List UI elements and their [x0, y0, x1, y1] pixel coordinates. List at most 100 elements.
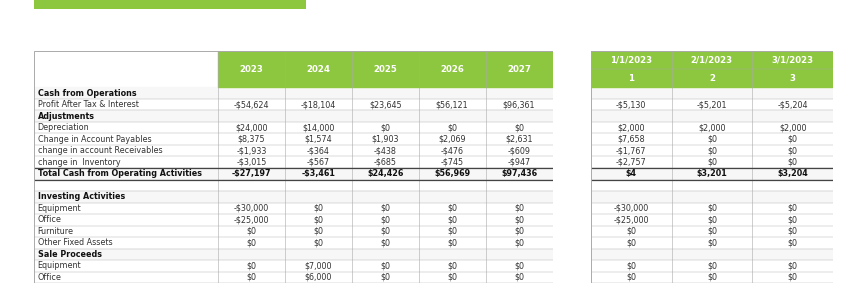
Text: -$438: -$438 [374, 146, 397, 155]
Text: $0: $0 [246, 273, 257, 282]
Bar [34, 88, 552, 99]
Text: $23,645: $23,645 [369, 100, 401, 109]
Text: $0: $0 [788, 261, 797, 270]
Bar [34, 156, 552, 168]
Bar [591, 226, 833, 237]
Bar [34, 191, 552, 202]
Text: $0: $0 [447, 204, 457, 213]
Text: -$1,933: -$1,933 [236, 146, 267, 155]
Text: $0: $0 [447, 215, 457, 224]
Text: -$54,624: -$54,624 [234, 100, 269, 109]
Text: -$25,000: -$25,000 [234, 215, 269, 224]
Text: 2024: 2024 [306, 65, 331, 74]
Text: $0: $0 [707, 146, 717, 155]
Text: Office: Office [37, 273, 61, 282]
Text: $0: $0 [788, 135, 797, 144]
Text: -$27,197: -$27,197 [232, 169, 271, 178]
Text: $2,000: $2,000 [617, 123, 645, 132]
Text: change in  Inventory: change in Inventory [37, 158, 120, 167]
Text: 2/1/2023: 2/1/2023 [691, 56, 733, 65]
Text: $0: $0 [380, 238, 390, 247]
Text: $2,000: $2,000 [698, 123, 726, 132]
Text: $0: $0 [380, 123, 390, 132]
Text: -$18,104: -$18,104 [301, 100, 336, 109]
Bar [591, 180, 833, 191]
Text: $0: $0 [514, 238, 524, 247]
Text: 3/1/2023: 3/1/2023 [772, 56, 813, 65]
Text: $0: $0 [380, 261, 390, 270]
Text: -$30,000: -$30,000 [614, 204, 649, 213]
Text: Cash from Operations: Cash from Operations [37, 89, 136, 98]
Text: $2,000: $2,000 [779, 123, 807, 132]
Text: $0: $0 [447, 238, 457, 247]
Text: $6,000: $6,000 [304, 273, 332, 282]
Text: -$5,130: -$5,130 [616, 100, 646, 109]
Text: $14,000: $14,000 [303, 123, 335, 132]
Text: $0: $0 [707, 158, 717, 167]
Text: $0: $0 [788, 146, 797, 155]
Text: Other Fixed Assets: Other Fixed Assets [37, 238, 112, 247]
Text: $0: $0 [788, 158, 797, 167]
Text: 2026: 2026 [440, 65, 464, 74]
Text: Office: Office [37, 215, 61, 224]
Bar [591, 145, 833, 156]
Bar [34, 214, 552, 226]
Text: Profit After Tax & Interest: Profit After Tax & Interest [37, 100, 139, 109]
Text: $4: $4 [626, 169, 637, 178]
Bar [34, 99, 552, 110]
Text: $0: $0 [246, 261, 257, 270]
Text: $3,201: $3,201 [696, 169, 728, 178]
Bar [34, 260, 552, 272]
Bar [591, 122, 833, 134]
Text: $24,000: $24,000 [235, 123, 268, 132]
Text: $0: $0 [514, 215, 524, 224]
Text: -$1,767: -$1,767 [616, 146, 646, 155]
Text: $0: $0 [246, 227, 257, 236]
Text: -$685: -$685 [374, 158, 397, 167]
Bar [34, 180, 552, 191]
Text: $0: $0 [788, 204, 797, 213]
Text: -$3,461: -$3,461 [302, 169, 336, 178]
Text: $0: $0 [447, 273, 457, 282]
Text: $0: $0 [626, 261, 636, 270]
Text: -$2,757: -$2,757 [615, 158, 647, 167]
Bar [34, 237, 552, 249]
Text: $0: $0 [314, 204, 323, 213]
Text: change in account Receivables: change in account Receivables [37, 146, 162, 155]
Text: -$5,204: -$5,204 [778, 100, 807, 109]
Text: $0: $0 [314, 238, 323, 247]
Text: 3: 3 [790, 74, 796, 83]
Text: $7,000: $7,000 [304, 261, 332, 270]
Bar [591, 99, 833, 110]
Text: 2: 2 [709, 74, 715, 83]
Text: $0: $0 [707, 135, 717, 144]
Text: $56,969: $56,969 [434, 169, 470, 178]
Bar [34, 226, 552, 237]
Text: $0: $0 [314, 227, 323, 236]
Bar [591, 272, 833, 283]
Text: $0: $0 [788, 215, 797, 224]
Text: 2025: 2025 [373, 65, 397, 74]
Text: $0: $0 [707, 204, 717, 213]
Text: $0: $0 [626, 227, 636, 236]
Bar [591, 237, 833, 249]
Text: $2,631: $2,631 [505, 135, 533, 144]
Bar [591, 88, 833, 99]
Text: $0: $0 [380, 227, 390, 236]
Text: Sale Proceeds: Sale Proceeds [37, 250, 102, 259]
Text: $3,204: $3,204 [777, 169, 808, 178]
Text: $0: $0 [707, 215, 717, 224]
Text: $0: $0 [380, 273, 390, 282]
Text: $8,375: $8,375 [238, 135, 265, 144]
Text: -$567: -$567 [307, 158, 330, 167]
Text: -$5,201: -$5,201 [697, 100, 727, 109]
Text: $0: $0 [380, 204, 390, 213]
Text: -$476: -$476 [440, 146, 463, 155]
Bar [34, 122, 552, 134]
Text: $0: $0 [514, 261, 524, 270]
Bar [34, 145, 552, 156]
Bar [591, 260, 833, 272]
Text: $0: $0 [707, 227, 717, 236]
Text: Equipment: Equipment [37, 261, 82, 270]
Bar [34, 202, 552, 214]
